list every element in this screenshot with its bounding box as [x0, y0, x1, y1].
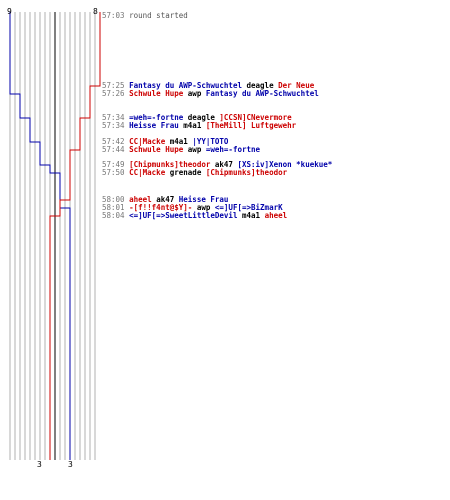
killer-name: Heisse Frau [129, 121, 179, 130]
log-line: 57:34 Heisse Frau m4a1 [TheMill] Luftgew… [102, 122, 296, 130]
log-line: 57:44 Schwule Hupe awp =weh=-fortne [102, 146, 260, 154]
killer-name: -[f!!f4nt@$Y]- [129, 203, 193, 212]
killer-name: Schwule Hupe [129, 145, 184, 154]
killer-name: CC|Macke [129, 137, 166, 146]
log-line: 57:34 =weh=-fortne deagle ]CCSN]CNevermo… [102, 114, 292, 122]
log-line: 58:04 <=]UF[=>SweetLittleDevil m4a1 ahee… [102, 212, 287, 220]
log-time: 57:25 [102, 81, 125, 90]
victim-name: aheel [264, 211, 288, 220]
weapon-name: awp [187, 145, 202, 154]
victim-name: Fantasy du AWP-Schwuchtel [205, 89, 319, 98]
weapon-name: awp [196, 203, 211, 212]
weapon-name: ak47 [214, 160, 233, 169]
log-time: 57:34 [102, 113, 125, 122]
timeline-grid [9, 12, 96, 460]
killer-name: Schwule Hupe [129, 89, 184, 98]
victim-name: =weh=-fortne [205, 145, 261, 154]
victim-name: ]CCSN]CNevermore [219, 113, 292, 122]
victim-name: <=]UF[=>BiZmarK [214, 203, 283, 212]
weapon-name: deagle [187, 113, 215, 122]
victim-name: |YY|TOTO [192, 137, 229, 146]
log-line: 57:42 CC|Macke m4a1 |YY|TOTO [102, 138, 228, 146]
log-time: 57:50 [102, 168, 125, 177]
victim-name: [XS:iv]Xenon *kuekue* [237, 160, 333, 169]
log-message: round started [129, 11, 188, 20]
killer-name: Fantasy du AWP-Schwuchtel [129, 81, 242, 90]
log-time: 57:42 [102, 137, 125, 146]
killer-name: aheel [129, 195, 152, 204]
weapon-name: awp [187, 89, 202, 98]
weapon-name: m4a1 [241, 211, 261, 220]
red-team-alive-line [49, 12, 101, 460]
blue-team-end-count: 3 [37, 460, 42, 469]
victim-name: Der Neue [278, 81, 315, 90]
weapon-name: grenade [169, 168, 202, 177]
killer-name: <=]UF[=>SweetLittleDevil [129, 211, 238, 220]
weapon-name: deagle [246, 81, 274, 90]
weapon-name: m4a1 [169, 137, 188, 146]
blue-team-start-count: 9 [7, 7, 12, 16]
log-line: 57:50 CC|Macke grenade [Chipmunks]theodo… [102, 169, 287, 177]
red-team-start-count: 8 [93, 7, 98, 16]
log-time: 58:01 [102, 203, 125, 212]
log-line: 57:49 [Chipmunks]theodor ak47 [XS:iv]Xen… [102, 161, 332, 169]
log-line: 57:26 Schwule Hupe awp Fantasy du AWP-Sc… [102, 90, 319, 98]
weapon-name: ak47 [156, 195, 175, 204]
victim-name: [Chipmunks]theodor [205, 168, 288, 177]
weapon-name: m4a1 [183, 121, 202, 130]
log-time: 57:03 [102, 11, 125, 20]
log-time: 58:04 [102, 211, 125, 220]
log-time: 57:44 [102, 145, 125, 154]
log-time: 58:00 [102, 195, 125, 204]
victim-name: Heisse Frau [178, 195, 229, 204]
victim-name: [TheMill] Luftgewehr [205, 121, 297, 130]
log-line: 58:00 aheel ak47 Heisse Frau [102, 196, 228, 204]
killer-name: [Chipmunks]theodor [129, 160, 211, 169]
log-time: 57:34 [102, 121, 125, 130]
log-time: 57:26 [102, 89, 125, 98]
log-line: 57:25 Fantasy du AWP-Schwuchtel deagle D… [102, 82, 314, 90]
log-line: 58:01 -[f!!f4nt@$Y]- awp <=]UF[=>BiZmarK [102, 204, 283, 212]
killer-name: CC|Macke [129, 168, 166, 177]
team-alive-timeline [9, 12, 101, 460]
red-team-end-count: 3 [68, 460, 73, 469]
log-line: 57:03 round started [102, 12, 188, 20]
killer-name: =weh=-fortne [129, 113, 184, 122]
log-time: 57:49 [102, 160, 125, 169]
